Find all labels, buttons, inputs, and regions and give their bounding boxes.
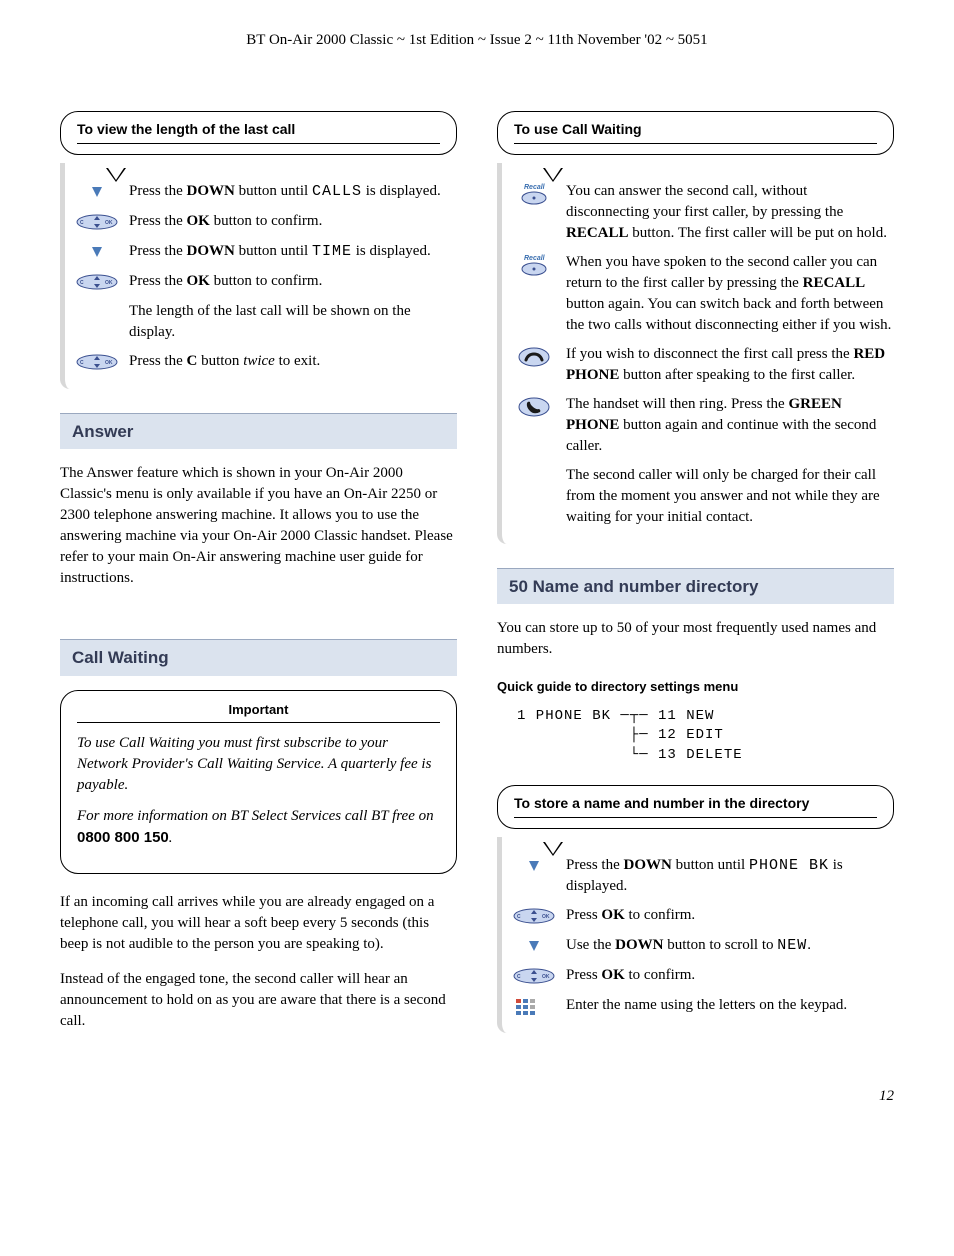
down-icon — [82, 183, 112, 203]
keypad-icon — [512, 997, 556, 1017]
step-row: Press OK to confirm. — [512, 905, 894, 927]
directory-intro: You can store up to 50 of your most freq… — [497, 618, 894, 660]
callout-store-name: To store a name and number in the direct… — [497, 785, 894, 829]
step-row: Press the DOWN button until PHONE BK is … — [512, 855, 894, 897]
step-row: Press the OK button to confirm. — [75, 211, 457, 233]
step-row: Press the DOWN button until CALLS is dis… — [75, 181, 457, 203]
page-columns: To view the length of the last call Pres… — [60, 111, 894, 1046]
step-row: Press the DOWN button until TIME is disp… — [75, 241, 457, 263]
recall-icon — [516, 254, 552, 278]
callout-steps: Press the DOWN button until CALLS is dis… — [60, 163, 457, 389]
important-p1: To use Call Waiting you must first subsc… — [77, 733, 440, 796]
page-number: 12 — [60, 1086, 894, 1107]
step-row: When you have spoken to the second calle… — [512, 252, 894, 336]
callout-title: To view the length of the last call — [77, 120, 440, 144]
step-row: You can answer the second call, without … — [512, 181, 894, 244]
ok-icon — [512, 967, 556, 987]
down-icon — [519, 937, 549, 957]
step-row: The second caller will only be charged f… — [512, 465, 894, 528]
step-row: Press OK to confirm. — [512, 965, 894, 987]
callout-title: To use Call Waiting — [514, 120, 877, 144]
section-call-waiting: Call Waiting — [60, 639, 457, 676]
directory-tree: 1 PHONE BK ─┬─ 11 NEW ├─ 12 EDIT └─ 13 D… — [517, 707, 894, 766]
callout-steps: Press the DOWN button until PHONE BK is … — [497, 837, 894, 1033]
step-row: Use the DOWN button to scroll to NEW. — [512, 935, 894, 957]
step-row: The length of the last call will be show… — [75, 301, 457, 343]
step-row: Enter the name using the letters on the … — [512, 995, 894, 1017]
answer-body: The Answer feature which is shown in you… — [60, 463, 457, 589]
ok-icon — [75, 273, 119, 293]
red-icon — [516, 346, 552, 368]
cw-body1: If an incoming call arrives while you ar… — [60, 892, 457, 955]
ok-icon — [75, 213, 119, 233]
document-header: BT On-Air 2000 Classic ~ 1st Edition ~ I… — [60, 30, 894, 51]
step-row: If you wish to disconnect the first call… — [512, 344, 894, 386]
down-icon — [82, 243, 112, 263]
step-row: Press the OK button to confirm. — [75, 271, 457, 293]
section-directory: 50 Name and number directory — [497, 568, 894, 605]
cw-body2: Instead of the engaged tone, the second … — [60, 969, 457, 1032]
step-row: The handset will then ring. Press the GR… — [512, 394, 894, 457]
ok-icon — [512, 907, 556, 927]
important-p2: For more information on BT Select Servic… — [77, 806, 440, 849]
callout-view-last-call: To view the length of the last call — [60, 111, 457, 155]
green-icon — [516, 396, 552, 418]
down-icon — [519, 857, 549, 877]
section-answer: Answer — [60, 413, 457, 450]
right-column: To use Call Waiting You can answer the s… — [497, 111, 894, 1046]
quick-guide-title: Quick guide to directory settings menu — [497, 678, 894, 696]
callout-steps: You can answer the second call, without … — [497, 163, 894, 544]
recall-icon — [516, 183, 552, 207]
callout-use-call-waiting: To use Call Waiting — [497, 111, 894, 155]
important-title: Important — [77, 701, 440, 723]
left-column: To view the length of the last call Pres… — [60, 111, 457, 1046]
ok-icon — [75, 353, 119, 373]
important-box: Important To use Call Waiting you must f… — [60, 690, 457, 874]
step-row: Press the C button twice to exit. — [75, 351, 457, 373]
callout-title: To store a name and number in the direct… — [514, 794, 877, 818]
